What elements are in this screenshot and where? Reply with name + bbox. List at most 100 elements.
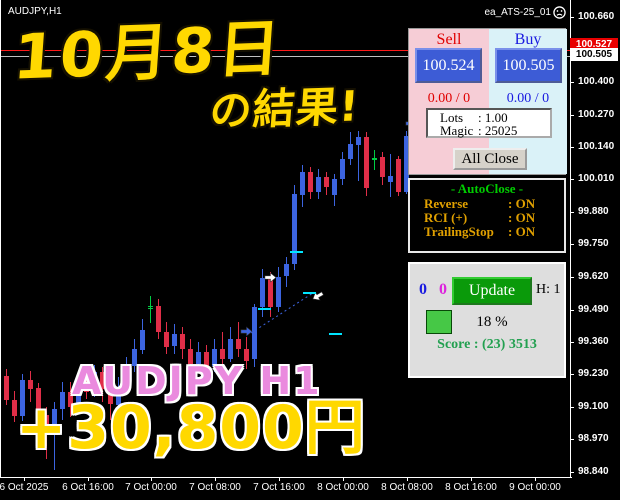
- autoclose-value: : ON: [508, 196, 536, 211]
- tp-dash-marker: [329, 333, 342, 335]
- autoclose-value: : ON: [508, 210, 536, 225]
- time-axis: 6 Oct 2025 6 Oct 16:00 7 Oct 00:00 7 Oct 08…: [0, 477, 620, 500]
- headline-date: 10月8日: [11, 11, 286, 94]
- magic-value: : 25025: [478, 123, 518, 138]
- headline-pair: AUDJPY H1: [72, 359, 322, 403]
- autoclose-value: : ON: [508, 224, 536, 239]
- lots-label: Lots: [440, 110, 464, 125]
- time-axis-label: 6 Oct 2025: [0, 482, 49, 493]
- time-tick: [535, 477, 536, 481]
- chart-area: AUDJPY,H1 ea_ATS-25_01 10月8日 の結果! AUDJPY…: [0, 0, 570, 477]
- magic-label: Magic: [440, 123, 474, 138]
- autoclose-row-reverse: Reverse : ON: [410, 197, 564, 211]
- lots-row: Lots : 1.00: [440, 111, 550, 124]
- price-axis-label: 100.660: [578, 11, 615, 22]
- update-panel: 0 0 Update H: 1 18 % Score : (23) 3513: [408, 262, 566, 378]
- magic-row: Magic : 25025: [440, 124, 550, 137]
- ea-name-text: ea_ATS-25_01: [484, 7, 551, 18]
- time-axis-label: 7 Oct 00:00: [125, 482, 177, 493]
- price-tick: [570, 212, 574, 213]
- price-axis-label: 99.620: [578, 271, 609, 282]
- price-tick: [570, 374, 574, 375]
- sell-label: Sell: [436, 31, 462, 48]
- price-tick: [570, 342, 574, 343]
- price-axis-label: 99.100: [578, 401, 609, 412]
- chart-left-border: [0, 0, 1, 477]
- price-axis-label: 98.970: [578, 433, 609, 444]
- time-tick: [343, 477, 344, 481]
- price-axis-label: 98.840: [578, 466, 609, 477]
- headline-result: の結果!: [208, 81, 362, 136]
- autoclose-row-rci: RCI (+) : ON: [410, 211, 564, 225]
- sad-face-icon: [553, 6, 566, 19]
- update-button[interactable]: Update: [452, 277, 532, 305]
- price-axis-label: 99.750: [578, 238, 609, 249]
- count-blue: 0: [419, 281, 427, 298]
- price-tick: [570, 147, 574, 148]
- price-tick: [570, 17, 574, 18]
- price-tick: [570, 310, 574, 311]
- price-axis-label: 99.880: [578, 206, 609, 217]
- time-axis-label: 7 Oct 08:00: [189, 482, 241, 493]
- headline-profit: +30,800円: [16, 393, 366, 463]
- autoclose-label: RCI (+): [424, 210, 468, 225]
- time-axis-label: 8 Oct 00:00: [317, 482, 369, 493]
- trade-arrow: [264, 271, 277, 289]
- chart-bottom-border: [0, 477, 572, 478]
- autoclose-row-trailingstop: TrailingStop : ON: [410, 225, 564, 239]
- time-tick: [151, 477, 152, 481]
- buy-price-button[interactable]: 100.505: [495, 48, 562, 83]
- price-axis-label: 99.360: [578, 336, 609, 347]
- percent-label: 18 %: [476, 314, 508, 330]
- price-axis: 100.527 100.505 100.660 100.400 100.270 100…: [570, 0, 620, 477]
- price-tick: [570, 115, 574, 116]
- autoclose-title: - AutoClose -: [450, 181, 524, 196]
- sell-stats: 0.00 / 0: [427, 91, 471, 106]
- price-axis-label: 99.230: [578, 368, 609, 379]
- ask-price-badge: 100.527: [570, 38, 618, 51]
- time-axis-label: 8 Oct 08:00: [381, 482, 433, 493]
- chart-right-border: [570, 0, 571, 477]
- sell-price-button[interactable]: 100.524: [415, 48, 482, 83]
- trade-panel: Sell 100.524 0.00 / 0 Buy 100.505 0.00 /…: [408, 28, 567, 175]
- bid-price-line: [0, 56, 570, 57]
- time-axis-label: 7 Oct 16:00: [253, 482, 305, 493]
- all-close-button[interactable]: All Close: [453, 148, 527, 170]
- time-tick: [279, 477, 280, 481]
- autoclose-label: TrailingStop: [424, 224, 494, 239]
- trade-connector-lines: [250, 292, 314, 334]
- symbol-period-label: AUDJPY,H1: [8, 6, 62, 17]
- price-tick: [570, 277, 574, 278]
- time-axis-label: 8 Oct 16:00: [445, 482, 497, 493]
- price-tick: [570, 472, 574, 473]
- price-tick: [570, 82, 574, 83]
- ask-price-line: [0, 50, 570, 51]
- time-axis-label: 9 Oct 00:00: [509, 482, 561, 493]
- autoclose-label: Reverse: [424, 196, 469, 211]
- price-axis-label: 100.270: [578, 109, 615, 120]
- autoclose-panel: - AutoClose - Reverse : ON RCI (+) : ON …: [408, 178, 566, 253]
- lots-magic-box: Lots : 1.00 Magic : 25025: [426, 108, 552, 138]
- buy-stats: 0.00 / 0: [506, 91, 550, 106]
- time-axis-label: 6 Oct 16:00: [62, 482, 114, 493]
- price-tick: [570, 244, 574, 245]
- price-tick: [570, 407, 574, 408]
- buy-entry-arrow: [240, 325, 253, 343]
- time-tick: [24, 477, 25, 481]
- h-count-label: H: 1: [536, 282, 561, 297]
- tp-dash-marker: [258, 308, 271, 310]
- time-tick: [88, 477, 89, 481]
- lots-value: : 1.00: [478, 110, 508, 125]
- buy-label: Buy: [514, 31, 542, 48]
- price-axis-label: 100.140: [578, 141, 615, 152]
- bid-price-badge: 100.505: [570, 48, 618, 61]
- tp-dash-marker: [303, 292, 316, 294]
- time-tick: [215, 477, 216, 481]
- price-axis-label: 100.010: [578, 173, 615, 184]
- price-tick: [570, 439, 574, 440]
- price-axis-label: 100.400: [578, 76, 615, 87]
- price-tick: [570, 179, 574, 180]
- progress-box: [426, 310, 452, 334]
- tp-dash-marker: [290, 251, 303, 253]
